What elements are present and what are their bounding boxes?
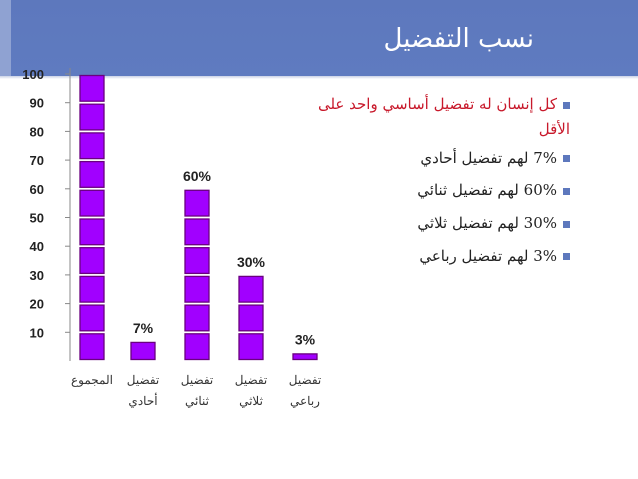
data-label: 60% — [183, 168, 212, 184]
y-tick-label: 40 — [30, 239, 44, 254]
x-category-label: تفضيل — [127, 373, 160, 387]
data-label: 7% — [133, 320, 154, 336]
x-category-label: تفضيل — [235, 373, 268, 387]
bar-segment — [79, 160, 105, 188]
x-category-label: رباعي — [290, 394, 320, 408]
bar-segment — [238, 304, 264, 332]
bullet-square-icon — [563, 253, 570, 261]
bar-segment — [184, 218, 210, 246]
bullet-square-icon — [563, 155, 570, 162]
y-tick-label: 90 — [30, 96, 44, 111]
bar-segment — [79, 103, 105, 131]
bullet-item: 60% لهم تفضيل ثنائي — [300, 178, 570, 203]
title-band — [0, 0, 638, 76]
bar-segment — [79, 304, 105, 332]
y-tick-label: 50 — [30, 211, 44, 226]
bullet-square-icon — [563, 187, 570, 195]
data-label: 30% — [237, 254, 266, 270]
bar-segment — [184, 304, 210, 332]
bar-segment — [79, 275, 105, 303]
x-category-label: ثنائي — [185, 394, 209, 408]
bar-segment — [79, 247, 105, 275]
bar-segment — [184, 333, 210, 361]
bar — [292, 353, 318, 361]
bar-segment — [79, 132, 105, 160]
bar-segment — [184, 189, 210, 217]
bar-segment — [184, 275, 210, 303]
bar-segment — [79, 333, 105, 361]
y-tick-label: 100 — [22, 67, 44, 82]
bar-segment — [79, 218, 105, 246]
x-category-label: تفضيل — [181, 373, 214, 387]
bar — [184, 189, 210, 361]
y-tick-label: 70 — [30, 153, 44, 168]
data-label: 3% — [295, 331, 316, 347]
x-category-label: أحادي — [128, 393, 157, 408]
title-band-shadow — [0, 76, 638, 79]
x-category-label: المجموع — [71, 373, 113, 387]
bullet-square-icon — [563, 101, 570, 109]
title-band-accent — [0, 0, 11, 76]
bullet-item: 3% لهم تفضيل رباعي — [300, 244, 570, 269]
bar — [238, 275, 264, 361]
bar-segment — [292, 353, 318, 361]
x-category-label: ثلاثي — [239, 394, 263, 408]
bar-segment — [184, 247, 210, 275]
slide-title: نسب التفضيل — [383, 24, 534, 54]
y-tick-label: 80 — [30, 124, 44, 139]
y-tick-label: 20 — [30, 297, 44, 312]
y-tick-label: 30 — [30, 268, 44, 283]
y-tick-label: 60 — [30, 182, 44, 197]
bar-segment — [79, 74, 105, 102]
bar — [79, 74, 105, 361]
bullet-item: 7% لهم تفضيل أحادي — [300, 146, 570, 171]
bullet-list: كل إنسان له تفضيل أساسي واحد على الأقل 7… — [300, 92, 570, 277]
y-tick-label: 10 — [30, 325, 44, 340]
bar — [130, 341, 156, 361]
bullet-item: كل إنسان له تفضيل أساسي واحد على الأقل — [317, 95, 570, 138]
x-category-label: تفضيل — [289, 373, 322, 387]
bar-segment — [79, 189, 105, 217]
bar-segment — [238, 333, 264, 361]
bullet-item: 30% لهم تفضيل ثلاثي — [300, 211, 570, 236]
bar-segment — [238, 275, 264, 303]
bar-segment — [130, 341, 156, 361]
bullet-square-icon — [563, 220, 570, 228]
